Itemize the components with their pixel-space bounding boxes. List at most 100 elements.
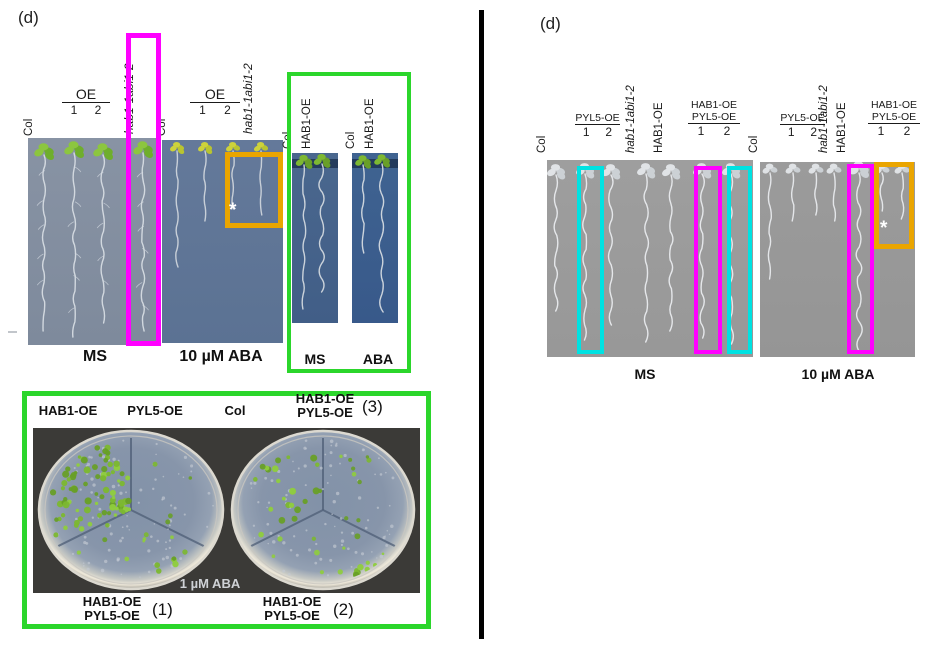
seedling <box>547 164 566 312</box>
plate-label-pyl5oe: PYL5-OE <box>127 403 183 418</box>
left-ms-oe-group: OE 1 2 <box>62 86 110 118</box>
plate-num-2: (2) <box>333 600 354 619</box>
seedling <box>225 142 241 210</box>
right-orange-box <box>874 162 914 249</box>
seedling <box>295 154 313 310</box>
seedling <box>169 142 185 268</box>
left-magenta-highlight-box <box>126 33 161 346</box>
left-aba-oe-label: OE <box>190 86 240 103</box>
right-cyan-box-1 <box>577 166 604 354</box>
plate-num-3: (3) <box>362 397 383 416</box>
left-aba-caption: 10 µM ABA <box>179 348 263 365</box>
plate-label-col: Col <box>224 403 246 418</box>
right-magenta-box-aba <box>847 164 874 354</box>
left-ms-col-label: Col <box>23 118 35 136</box>
right-aba-col-label: Col <box>748 135 760 153</box>
right-aba-pyl5-group: PYL5-OE 1 2 <box>780 112 825 140</box>
left-aba-photo <box>162 140 283 343</box>
right-cyan-box-2 <box>727 166 752 354</box>
plate-label-combo3: HAB1-OE PYL5-OE <box>288 392 362 420</box>
right-aba-hab1oe-label: HAB1-OE <box>836 102 848 154</box>
right-asterisk: * <box>880 218 888 239</box>
petri-photo <box>33 428 420 593</box>
left-ms-photo <box>28 138 161 345</box>
left-panel-label: (d) <box>18 8 39 27</box>
plate-label-combo2: HAB1-OE PYL5-OE <box>254 595 330 623</box>
right-aba-caption: 10 µM ABA <box>801 366 875 382</box>
petri-dish <box>230 429 416 591</box>
right-ms-hab1oe-label: HAB1-OE <box>653 102 665 154</box>
petri-dish <box>37 429 225 591</box>
seedling <box>637 163 656 343</box>
right-ms-combo-line1: HAB1-OE <box>690 99 738 111</box>
right-ms-pyl5-label: PYL5-OE <box>575 112 620 125</box>
right-aba-combo-n1: 1 <box>877 124 885 138</box>
inset-aba-photo <box>352 153 398 323</box>
left-aba-oe-group: OE 1 2 <box>190 86 240 118</box>
seedling <box>355 155 372 254</box>
left-ms-oe-label: OE <box>62 86 110 103</box>
seedling <box>826 163 842 222</box>
plate-label-hab1oe: HAB1-OE <box>38 403 98 418</box>
seedling <box>197 142 213 222</box>
seedling <box>374 154 391 313</box>
right-ms-pyl5-line1: 1 <box>582 125 590 139</box>
plate-combo2-line2: PYL5-OE <box>264 608 320 623</box>
right-panel-label: (d) <box>540 14 561 33</box>
seedling <box>313 153 331 293</box>
right-ms-caption: MS <box>634 366 656 382</box>
right-aba-combo-n2: 2 <box>903 124 911 138</box>
right-aba-pyl5-label: PYL5-OE <box>780 112 825 125</box>
left-ms-oe-line2: 2 <box>94 103 102 117</box>
right-ms-combo-n1: 1 <box>697 124 705 138</box>
right-aba-combo-group: HAB1-OE PYL5-OE 1 2 <box>868 99 920 139</box>
right-ms-combo-group: HAB1-OE PYL5-OE 1 2 <box>688 99 740 139</box>
plate-combo3-line2: PYL5-OE <box>297 405 353 420</box>
right-aba-pyl5-line1: 1 <box>787 125 795 139</box>
left-aba-mutant-label: hab1-1abi1-2 <box>241 63 255 134</box>
left-aba-oe-line1: 1 <box>199 103 206 117</box>
plate-green-box <box>22 391 431 629</box>
plate-combo1-line2: PYL5-OE <box>84 608 140 623</box>
panel-divider <box>479 10 484 639</box>
right-ms-mutant-label: hab1-1abi1-2 <box>625 85 637 153</box>
plate-label-combo1: HAB1-OE PYL5-OE <box>74 595 150 623</box>
seedling <box>34 143 55 332</box>
seedling <box>93 143 114 324</box>
inset-ms-caption: MS <box>304 351 326 367</box>
right-ms-col-label: Col <box>536 135 548 153</box>
plate-combo3-line1: HAB1-OE <box>295 391 355 406</box>
seedling <box>662 164 681 332</box>
plate-combo2-line1: HAB1-OE <box>262 594 322 609</box>
right-aba-combo-line2: PYL5-OE <box>868 111 920 124</box>
left-ms-oe-line1: 1 <box>70 103 78 117</box>
right-ms-pyl5-line2: 2 <box>605 125 613 139</box>
seedling <box>602 164 621 326</box>
plate-inphoto-caption: 1 µM ABA <box>179 576 241 591</box>
right-aba-mutant-label: hab1-1abi1-2 <box>818 85 830 153</box>
left-ms-caption: MS <box>83 348 107 365</box>
seedling <box>785 163 801 222</box>
plate-num-1: (1) <box>152 600 173 619</box>
inset-ms-photo <box>292 153 338 323</box>
left-green-inset-box <box>287 72 411 373</box>
right-ms-combo-line2: PYL5-OE <box>688 111 740 124</box>
left-asterisk: * <box>229 200 237 221</box>
right-ms-pyl5-group: PYL5-OE 1 2 <box>575 112 620 140</box>
seedling <box>64 141 85 338</box>
left-orange-highlight-box <box>225 152 283 228</box>
right-aba-combo-line1: HAB1-OE <box>870 99 918 111</box>
seedling <box>133 141 154 332</box>
right-magenta-box-ms <box>694 166 722 354</box>
inset-aba-caption: ABA <box>362 351 394 367</box>
plate-combo1-line1: HAB1-OE <box>82 594 142 609</box>
right-aba-pyl5-line2: 2 <box>810 125 818 139</box>
right-ms-combo-n2: 2 <box>723 124 731 138</box>
left-aba-oe-line2: 2 <box>224 103 231 117</box>
right-aba-photo <box>760 162 915 357</box>
seedling <box>762 163 778 280</box>
stray-mark <box>8 331 17 333</box>
seedling <box>808 163 824 216</box>
seedling <box>253 142 269 216</box>
